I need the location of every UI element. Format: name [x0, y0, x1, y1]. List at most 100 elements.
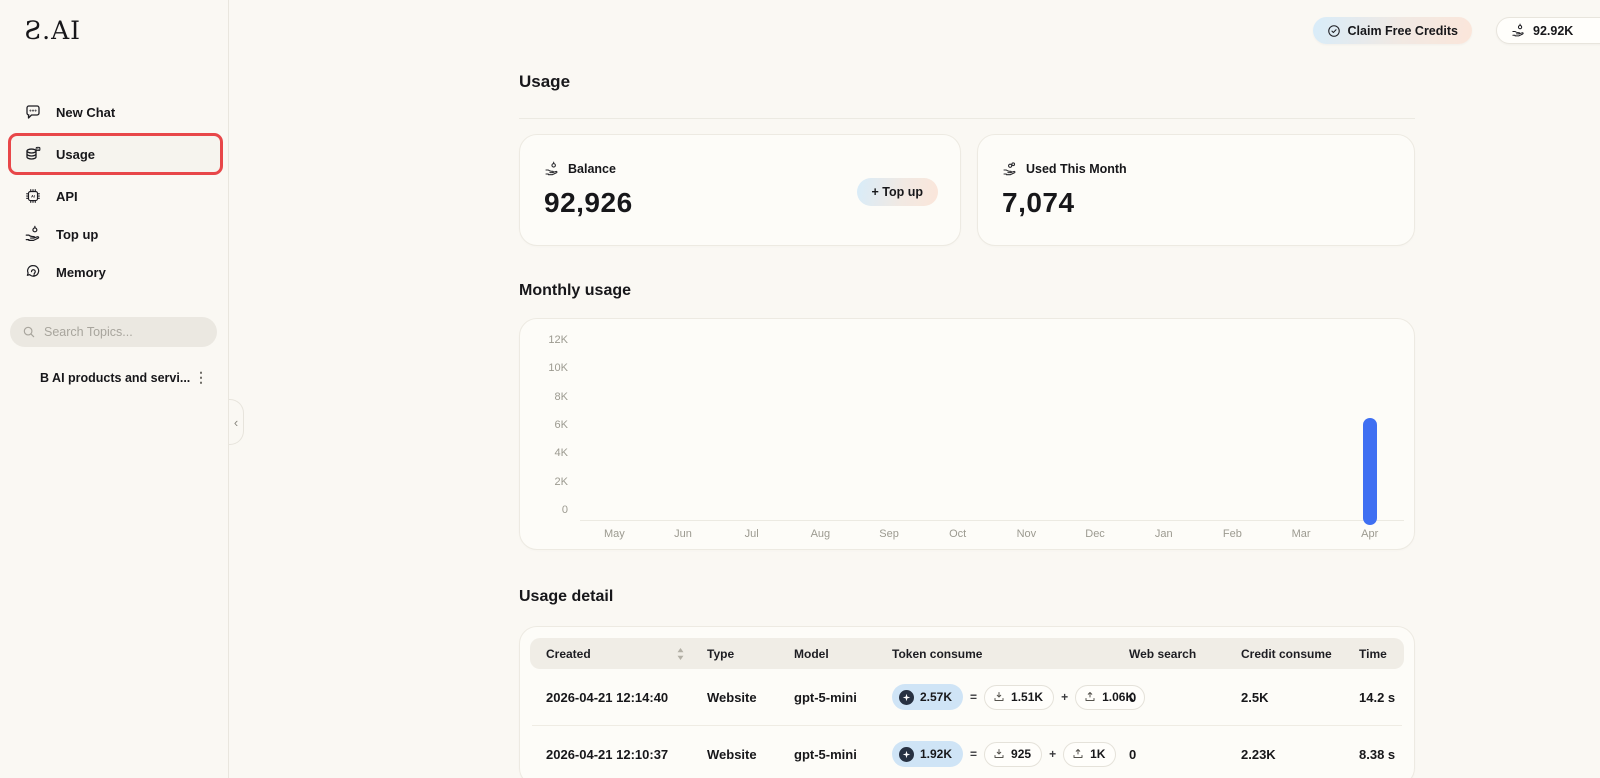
upload-tray-icon — [1072, 748, 1084, 760]
sidebar-collapse-handle[interactable]: ‹ — [229, 399, 244, 445]
app-logo: Ƨ.AI — [24, 16, 82, 45]
token-input-pill: 1.51K — [984, 684, 1055, 710]
column-header-token-consume: Token consume — [892, 646, 983, 661]
page-title: Usage — [519, 72, 571, 91]
usage-database-icon: AI — [24, 145, 42, 163]
chart-column-jan — [1129, 339, 1198, 520]
sidebar-item-usage[interactable]: AI Usage — [8, 133, 223, 175]
sidebar-item-memory[interactable]: Memory — [0, 253, 228, 291]
hand-coin-icon — [544, 161, 560, 177]
sidebar-item-label: Memory — [56, 264, 106, 280]
chart-x-axis: May Jun Jul Aug Sep Oct Nov Dec Jan Feb Mar Apr — [580, 528, 1404, 540]
table-header-row: Created Type Model Token consume Web sea… — [530, 638, 1404, 669]
top-up-button[interactable]: + Top up — [856, 178, 938, 206]
x-tick-label: Jul — [744, 528, 759, 540]
cell-token-consume: 1.92K = 925 + — [892, 741, 1129, 767]
token-star-icon — [899, 746, 914, 762]
chat-bubble-icon — [24, 103, 42, 121]
y-tick-label: 10K — [548, 362, 568, 375]
cell-token-consume: 2.57K = 1.51K + — [892, 684, 1146, 710]
sidebar: Ƨ.AI New Chat AI Usage — [0, 0, 229, 778]
row-separator — [532, 725, 1402, 726]
cell-credit-consume: 2.23K — [1241, 746, 1276, 762]
api-chip-icon: AI — [24, 187, 42, 205]
token-output-pill: 1K — [1063, 741, 1117, 767]
column-header-credit-consume: Credit consume — [1241, 646, 1332, 661]
sidebar-item-top-up[interactable]: Top up — [0, 215, 228, 253]
check-circle-icon — [1327, 24, 1341, 38]
equals-sign: = — [970, 690, 978, 704]
claim-free-credits-button[interactable]: Claim Free Credits — [1312, 17, 1472, 44]
chart-column-mar — [1267, 339, 1336, 520]
chart-column-aug — [786, 339, 855, 520]
chat-history-item[interactable]: B AI products and servi... ⋮ — [0, 369, 228, 386]
credits-balance-button[interactable]: 92.92K — [1496, 17, 1600, 44]
chevron-left-icon: ‹ — [233, 414, 239, 430]
column-header-type: Type — [707, 646, 735, 661]
sidebar-item-label: Usage — [56, 146, 96, 162]
cell-time: 8.38 s — [1359, 746, 1396, 762]
x-tick-label: Nov — [1016, 528, 1037, 540]
token-star-icon — [899, 689, 914, 705]
column-header-web-search: Web search — [1129, 646, 1197, 661]
token-output-pill: 1.06K — [1075, 684, 1146, 710]
topbar: Claim Free Credits 92.92K — [1312, 17, 1600, 44]
stat-cards-row: Balance 92,926 + Top up Used This Month … — [519, 134, 1415, 246]
cell-model: gpt-5-mini — [794, 746, 857, 762]
column-header-model: Model — [794, 646, 829, 661]
column-header-created[interactable]: Created — [546, 647, 707, 661]
search-input[interactable] — [44, 325, 205, 339]
chart-column-jun — [649, 339, 718, 520]
x-tick-label: Sep — [879, 528, 899, 540]
monthly-usage-title: Monthly usage — [519, 282, 632, 299]
table-row[interactable]: 2026-04-21 12:10:37 Website gpt-5-mini 1… — [520, 726, 1414, 778]
credits-value: 92.92K — [1533, 23, 1574, 38]
token-total-pill: 2.57K — [892, 684, 964, 710]
table-row[interactable]: 2026-04-21 12:14:40 Website gpt-5-mini 2… — [520, 669, 1414, 725]
chart-column-apr — [1335, 339, 1404, 525]
x-tick-label: Feb — [1222, 528, 1242, 540]
chart-plot-columns — [580, 339, 1404, 525]
x-tick-label: Jan — [1154, 528, 1173, 540]
download-tray-icon — [993, 748, 1005, 760]
y-tick-label: 12K — [548, 334, 568, 346]
upload-tray-icon — [1084, 691, 1096, 703]
chat-title: B AI products and servi... — [40, 370, 190, 385]
usage-detail-title: Usage detail — [519, 588, 614, 605]
used-value: 7,074 — [1002, 187, 1075, 218]
cell-created: 2026-04-21 12:10:37 — [546, 746, 669, 762]
equals-sign: = — [970, 747, 978, 761]
cell-time: 14.2 s — [1359, 689, 1396, 705]
sort-icon[interactable] — [676, 647, 685, 660]
chart-column-dec — [1061, 339, 1130, 520]
cell-type: Website — [707, 689, 757, 705]
cell-model: gpt-5-mini — [794, 689, 857, 705]
chart-plot — [580, 339, 1404, 525]
title-divider — [519, 118, 1415, 119]
main-content: Usage Balance 92,926 + Top up — [229, 0, 1415, 778]
plus-sign: + — [1049, 747, 1057, 761]
hand-coin-icon — [1511, 23, 1526, 38]
y-tick-label: 6K — [554, 418, 568, 431]
search-box[interactable] — [10, 317, 217, 347]
x-tick-label: May — [603, 528, 625, 540]
y-tick-label: 4K — [554, 447, 568, 460]
chart-column-oct — [923, 339, 992, 520]
sidebar-item-new-chat[interactable]: New Chat — [0, 93, 228, 131]
x-tick-label: Dec — [1085, 528, 1105, 540]
usage-detail-table: Created Type Model Token consume Web sea… — [519, 626, 1415, 778]
cell-web-search: 0 — [1129, 689, 1137, 705]
svg-text:AI: AI — [31, 193, 35, 198]
x-tick-label: Jun — [674, 528, 692, 540]
sidebar-item-api[interactable]: AI API — [0, 177, 228, 215]
sidebar-nav: New Chat AI Usage AI — [0, 93, 228, 291]
chart-column-feb — [1198, 339, 1267, 520]
sidebar-item-label: Top up — [56, 226, 99, 242]
x-tick-label: Aug — [810, 528, 831, 540]
kebab-menu-icon[interactable]: ⋮ — [194, 369, 208, 385]
used-this-month-card: Used This Month 7,074 — [977, 134, 1415, 246]
x-tick-label: Mar — [1291, 528, 1311, 540]
monthly-usage-chart: 12K 10K 8K 6K 4K 2K 0 May Jun Jul Aug Sep Oct Nov Dec… — [519, 318, 1415, 550]
chart-column-sep — [855, 339, 924, 520]
download-tray-icon — [993, 691, 1005, 703]
